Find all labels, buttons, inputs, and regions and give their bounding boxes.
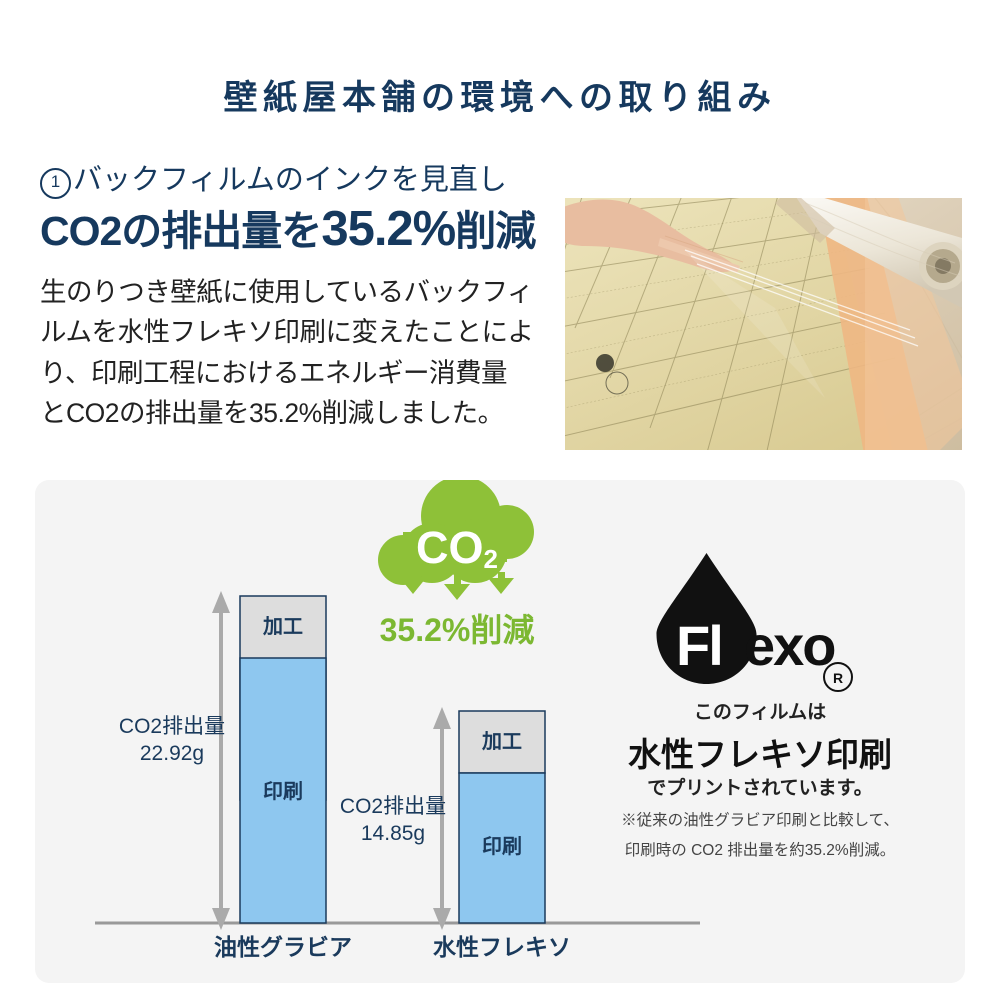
svg-text:CO2排出量: CO2排出量 <box>340 795 446 818</box>
svg-text:油性グラビア: 油性グラビア <box>214 934 352 960</box>
svg-text:水性フレキソ印刷: 水性フレキソ印刷 <box>628 736 892 773</box>
svg-text:印刷: 印刷 <box>263 780 303 803</box>
svg-text:でプリントされています。: でプリントされています。 <box>647 776 873 799</box>
svg-text:水性フレキソ: 水性フレキソ <box>433 934 571 960</box>
svg-text:印刷: 印刷 <box>482 835 522 858</box>
svg-text:※従来の油性グラビア印刷と比較して、: ※従来の油性グラビア印刷と比較して、 <box>621 811 899 829</box>
svg-text:印刷時の CO2 排出量を約35.2%削減。: 印刷時の CO2 排出量を約35.2%削減。 <box>625 841 895 859</box>
svg-text:exo: exo <box>744 614 835 677</box>
svg-text:加工: 加工 <box>262 615 303 638</box>
svg-text:R: R <box>833 670 843 686</box>
svg-text:35.2%削減: 35.2%削減 <box>380 612 535 648</box>
svg-text:このフィルムは: このフィルムは <box>694 702 826 723</box>
svg-text:加工: 加工 <box>481 730 522 753</box>
svg-text:CO2排出量: CO2排出量 <box>119 715 225 738</box>
svg-text:22.92g: 22.92g <box>140 742 204 765</box>
svg-text:Fl: Fl <box>676 614 722 677</box>
svg-text:14.85g: 14.85g <box>361 822 425 845</box>
